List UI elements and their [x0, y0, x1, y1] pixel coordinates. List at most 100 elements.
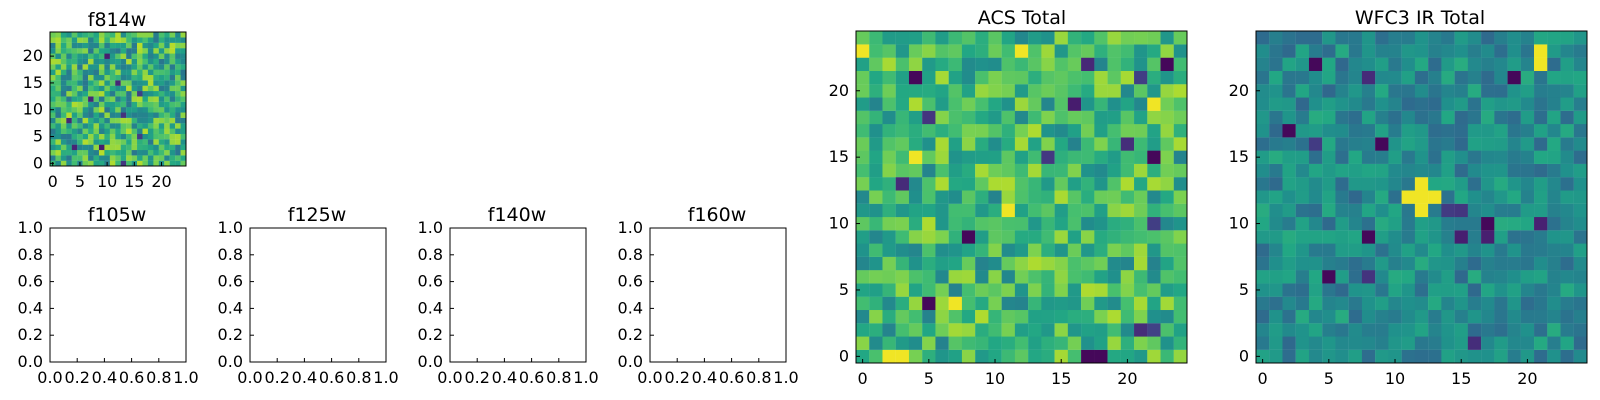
wfc3-ir-total-cell-r23-c2	[1282, 44, 1296, 58]
f814w-cell-r21-c14	[126, 48, 132, 54]
f160w-axis-frame	[649, 227, 787, 363]
acs-total-cell-r0-c9	[975, 349, 989, 364]
acs-total-cell-r22-c5	[922, 57, 936, 71]
acs-total-cell-r4-c1	[869, 296, 883, 311]
wfc3-ir-total-cell-r17-c7	[1348, 123, 1363, 138]
acs-total-cell-r20-c18	[1094, 84, 1108, 98]
f814w-cell-r5-c17	[142, 133, 149, 140]
f814w-cell-r20-c23	[175, 53, 181, 59]
f814w-cell-r16-c15	[131, 74, 138, 81]
f814w-cell-r23-c18	[147, 37, 154, 43]
acs-total-cell-r18-c9	[975, 110, 989, 125]
wfc3-ir-total-cell-r4-c12	[1414, 296, 1429, 311]
f814w-cell-r14-c21	[164, 85, 170, 92]
f125w-y-tick-label-2: 0.4	[218, 298, 243, 317]
acs-total-cell-r17-c4	[908, 123, 923, 138]
f814w-cell-r0-c8	[93, 160, 100, 167]
f814w-cell-r19-c20	[158, 58, 165, 65]
f814w-cell-r14-c22	[169, 85, 176, 92]
f140w-x-tick-label-2: 0.4	[492, 368, 517, 387]
wfc3-ir-total-cell-r24-c10	[1388, 31, 1402, 45]
wfc3-ir-total-cell-r18-c11	[1401, 110, 1416, 125]
acs-total-cell-r11-c19	[1107, 203, 1121, 218]
f814w-cell-r7-c12	[115, 123, 121, 129]
f814w-cell-r21-c13	[120, 48, 127, 54]
f814w-cell-r7-c2	[60, 123, 67, 129]
wfc3-ir-total-cell-r8-c14	[1441, 243, 1455, 257]
f814w-cell-r19-c12	[115, 58, 121, 65]
f814w-cell-r10-c11	[109, 107, 116, 113]
f814w-cell-r23-c4	[71, 37, 78, 43]
acs-total-cell-r1-c16	[1067, 336, 1082, 350]
acs-total-cell-r8-c12	[1014, 243, 1029, 257]
f814w-cell-r15-c11	[109, 80, 116, 86]
acs-total-cell-r9-c23	[1160, 230, 1174, 244]
f814w-cell-r11-c9	[98, 101, 105, 108]
wfc3-ir-total-x-tick-label-1: 5	[1324, 369, 1334, 388]
f814w-cell-r10-c12	[115, 107, 121, 113]
f814w-cell-r19-c2	[60, 58, 67, 65]
f814w-cell-r21-c20	[158, 48, 165, 54]
wfc3-ir-total-cell-r1-c11	[1401, 336, 1416, 350]
f814w-cell-r11-c0	[50, 101, 56, 108]
wfc3-ir-total-cell-r9-c13	[1428, 230, 1442, 244]
acs-total-cell-r19-c20	[1120, 97, 1135, 111]
f814w-cell-r23-c15	[131, 37, 138, 43]
f814w-cell-r24-c24	[180, 32, 187, 38]
wfc3-ir-total-cell-r2-c15	[1454, 323, 1468, 337]
f814w-cell-r19-c14	[126, 58, 132, 65]
acs-total-cell-r5-c0	[856, 283, 870, 297]
wfc3-ir-total-cell-r4-c18	[1494, 296, 1508, 311]
f814w-cell-r7-c1	[55, 123, 62, 129]
wfc3-ir-total-cell-r2-c2	[1282, 323, 1296, 337]
f814w-cell-r18-c13	[120, 64, 127, 70]
wfc3-ir-total-cell-r22-c11	[1401, 57, 1416, 71]
wfc3-ir-total-cell-r5-c22	[1547, 283, 1561, 297]
acs-total-cell-r2-c4	[908, 323, 923, 337]
acs-total-cell-r5-c1	[869, 283, 883, 297]
acs-total-cell-r13-c10	[988, 177, 1002, 191]
wfc3-ir-total-cell-r11-c23	[1560, 203, 1574, 218]
f814w-cell-r5-c19	[153, 133, 159, 140]
acs-total-cell-r23-c23	[1160, 44, 1174, 58]
acs-total-cell-r14-c14	[1041, 163, 1055, 178]
wfc3-ir-total-cell-r21-c15	[1454, 70, 1468, 85]
acs-total-cell-r18-c7	[948, 110, 963, 125]
f105w-y-tick-label-1: 0.2	[18, 325, 43, 344]
f814w-cell-r6-c12	[115, 128, 121, 134]
acs-total-cell-r15-c1	[869, 150, 883, 164]
acs-total-cell-r8-c20	[1120, 243, 1135, 257]
acs-total-cell-r14-c16	[1067, 163, 1082, 178]
f814w-cell-r24-c22	[169, 32, 176, 38]
wfc3-ir-total-cell-r15-c18	[1494, 150, 1508, 164]
f814w-cell-r14-c14	[126, 85, 132, 92]
f814w-cell-r6-c2	[60, 128, 67, 134]
wfc3-ir-total-cell-r17-c6	[1335, 123, 1349, 138]
acs-total-cell-r14-c0	[856, 163, 870, 178]
acs-total-cell-r15-c3	[895, 150, 910, 164]
acs-total-cell-r19-c7	[948, 97, 963, 111]
wfc3-ir-total-cell-r11-c0	[1256, 203, 1270, 218]
acs-total-cell-r16-c17	[1081, 137, 1095, 151]
f814w-x-tick-label-2: 10	[97, 172, 117, 191]
acs-total-cell-r1-c9	[975, 336, 989, 350]
f814w-cell-r0-c3	[66, 160, 72, 167]
f814w-cell-r14-c9	[98, 85, 105, 92]
acs-total-cell-r2-c23	[1160, 323, 1174, 337]
wfc3-ir-total-cell-r21-c6	[1335, 70, 1349, 85]
wfc3-ir-total-cell-r24-c6	[1335, 31, 1349, 45]
acs-total-cell-r6-c7	[948, 270, 963, 284]
acs-total-cell-r21-c22	[1147, 70, 1161, 85]
acs-total-cell-r18-c6	[935, 110, 949, 125]
f105w-x-tick-label-3: 0.6	[119, 368, 144, 387]
f814w-cell-r4-c11	[109, 139, 116, 145]
acs-total-cell-r16-c24	[1173, 137, 1188, 151]
f105w-y-tick-label-4: 0.8	[18, 245, 43, 264]
acs-total-cell-r17-c11	[1001, 123, 1016, 138]
wfc3-ir-total-cell-r2-c18	[1494, 323, 1508, 337]
acs-total-cell-r2-c24	[1173, 323, 1188, 337]
acs-total-cell-r16-c4	[908, 137, 923, 151]
acs-total-cell-r10-c11	[1001, 216, 1016, 231]
